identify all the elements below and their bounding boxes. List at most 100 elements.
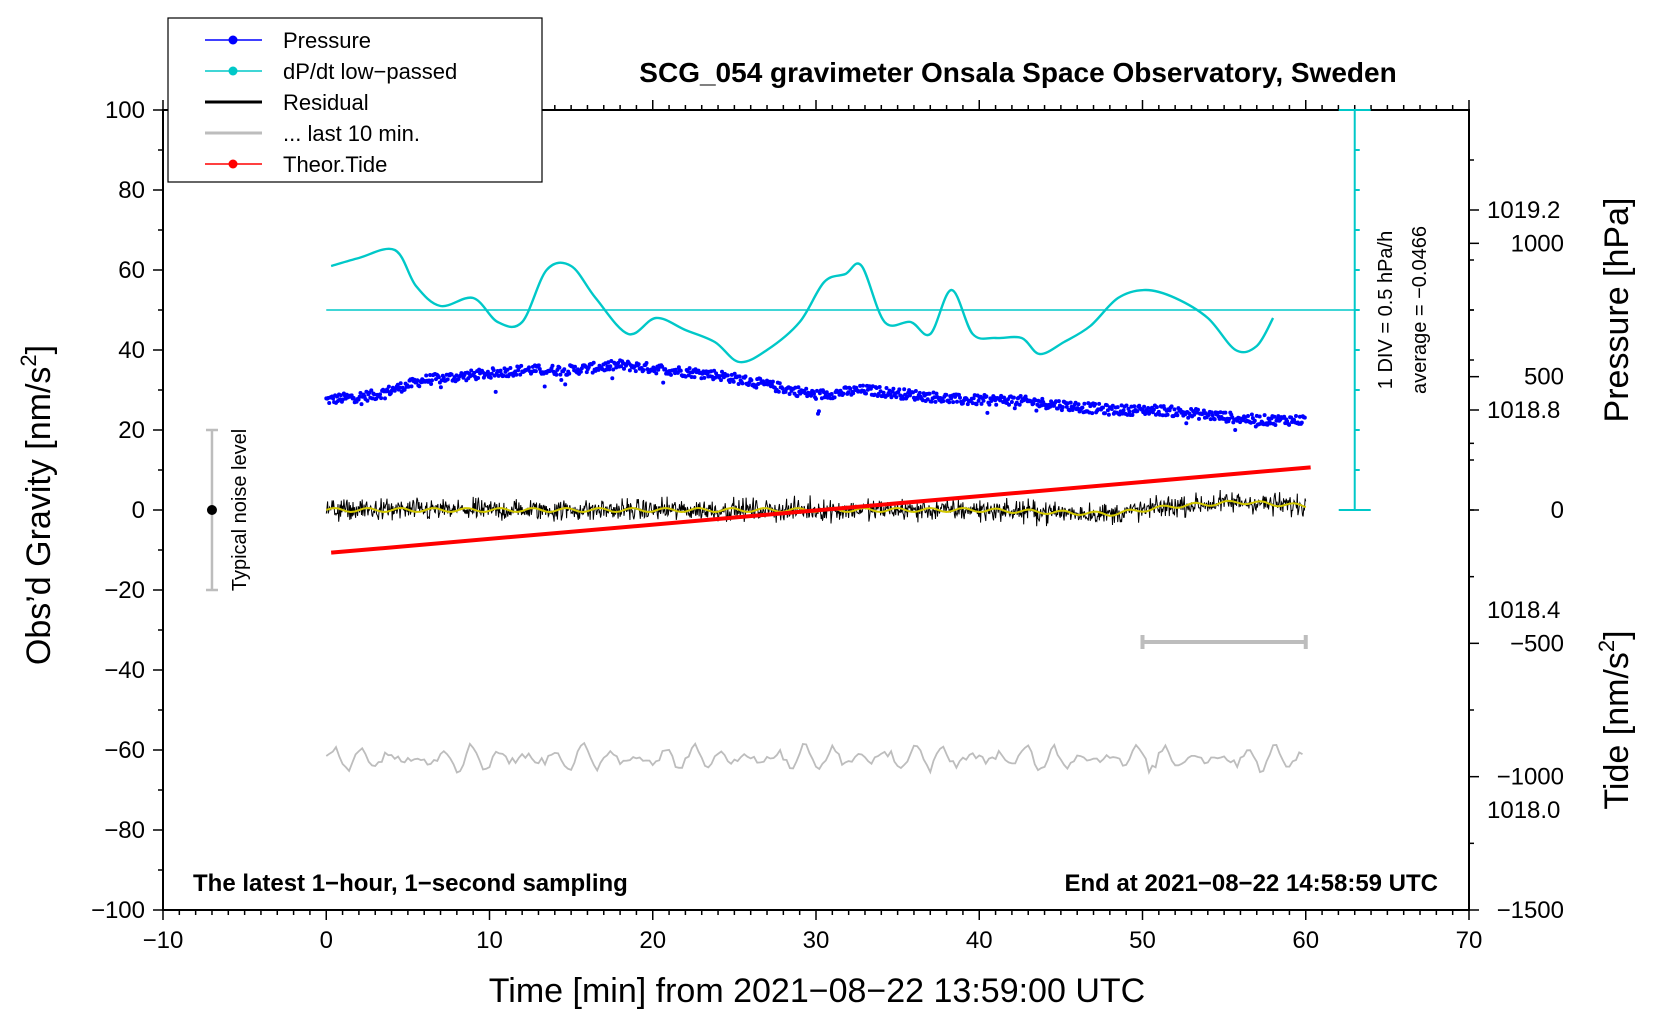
pressure-point [689, 375, 694, 379]
x-tick-label: 50 [1129, 927, 1156, 954]
pressure-point [1124, 403, 1129, 408]
pressure-point [369, 388, 374, 393]
pressure-point [958, 395, 962, 400]
legend-dot [228, 66, 238, 76]
pressure-point [359, 402, 364, 407]
pressure-point [661, 380, 666, 385]
pressure-point [678, 368, 683, 373]
pressure-point [1252, 418, 1257, 423]
legend-label: Theor.Tide [283, 152, 387, 177]
pressure-point [976, 398, 981, 403]
pressure-point [1104, 403, 1109, 408]
pressure-point [1212, 417, 1217, 422]
pressure-point [687, 366, 692, 371]
pressure-point [932, 395, 937, 400]
pressure-point [848, 386, 853, 391]
y-tick-label: −20 [104, 577, 145, 604]
pressure-point [768, 379, 772, 384]
pressure-point [591, 360, 596, 365]
pressure-point [445, 377, 450, 382]
pressure-point [1120, 411, 1125, 416]
pressure-point [974, 402, 979, 407]
y-tick-label: −60 [104, 737, 145, 764]
pressure-point [1299, 420, 1304, 425]
pressure-point [1196, 407, 1200, 412]
pressure-point [804, 386, 809, 391]
pressure-point [683, 374, 688, 379]
pressure-point [424, 373, 429, 378]
pressure-point [608, 364, 613, 369]
pressure-point [692, 375, 697, 380]
pressure-point [622, 366, 626, 371]
pressure-point [1007, 402, 1011, 407]
pressure-point [1243, 415, 1247, 420]
pressure-point [472, 370, 477, 375]
pressure-point [749, 378, 754, 383]
pressure-point [858, 383, 863, 388]
pressure-point [372, 392, 377, 397]
dpdt-average-label: average = −0.0466 [1409, 226, 1431, 394]
pressure-point [1130, 413, 1135, 417]
pressure-point [934, 391, 939, 396]
pressure-point [897, 387, 902, 392]
pressure-point [1273, 423, 1278, 427]
pressure-point [985, 410, 990, 415]
pressure-point [409, 384, 414, 389]
pressure-point [884, 386, 889, 390]
pressure-point [902, 387, 907, 392]
pressure-point [1165, 412, 1170, 417]
pressure-tick-label: 1018.8 [1487, 397, 1560, 424]
pressure-point [441, 375, 446, 380]
tide-tick-label: −1500 [1497, 897, 1564, 924]
pressure-point [841, 391, 846, 396]
pressure-point [578, 369, 583, 374]
pressure-point [1097, 401, 1102, 406]
pressure-point [812, 391, 816, 396]
legend-label: Residual [283, 90, 369, 115]
pressure-point [557, 365, 562, 370]
pressure-point [496, 373, 501, 378]
y-axis-pressure: 1018.0 1018.4 1018.8 1019.2 [1469, 159, 1560, 824]
pressure-point [743, 374, 748, 379]
tide-tick-label: 500 [1524, 364, 1564, 391]
tide-tick-label: −500 [1510, 630, 1564, 657]
pressure-point [654, 371, 659, 376]
pressure-point [518, 372, 523, 377]
pressure-point [878, 389, 883, 394]
pressure-point [491, 368, 496, 373]
pressure-point [1018, 394, 1023, 398]
pressure-point [644, 361, 649, 365]
pressure-point [725, 373, 730, 378]
pressure-point [947, 400, 952, 405]
pressure-point [331, 396, 336, 401]
pressure-point [1197, 416, 1201, 421]
pressure-point [1076, 402, 1081, 407]
pressure-point [636, 362, 641, 367]
pressure-point [1154, 405, 1159, 410]
pressure-point [994, 402, 999, 407]
pressure-point [720, 369, 724, 374]
pressure-point [1184, 421, 1189, 426]
pressure-point [1011, 395, 1016, 400]
legend-dot [228, 35, 238, 45]
pressure-point [1101, 405, 1105, 410]
pressure-point [383, 396, 387, 401]
pressure-point [889, 395, 894, 400]
pressure-point [984, 394, 989, 399]
pressure-point [386, 384, 391, 389]
pressure-point [554, 372, 559, 377]
pressure-point [941, 399, 946, 404]
pressure-point [1082, 401, 1087, 406]
pressure-point [656, 367, 661, 372]
pressure-point [1117, 412, 1122, 417]
pressure-point [719, 378, 723, 383]
pressure-point [604, 367, 609, 372]
pressure-point [951, 400, 956, 405]
pressure-point [498, 368, 503, 373]
pressure-point [633, 369, 638, 374]
x-tick-label: 10 [476, 927, 503, 954]
pressure-point [1132, 404, 1137, 409]
pressure-point [894, 395, 899, 400]
pressure-point [796, 385, 801, 390]
pressure-point [660, 364, 665, 369]
